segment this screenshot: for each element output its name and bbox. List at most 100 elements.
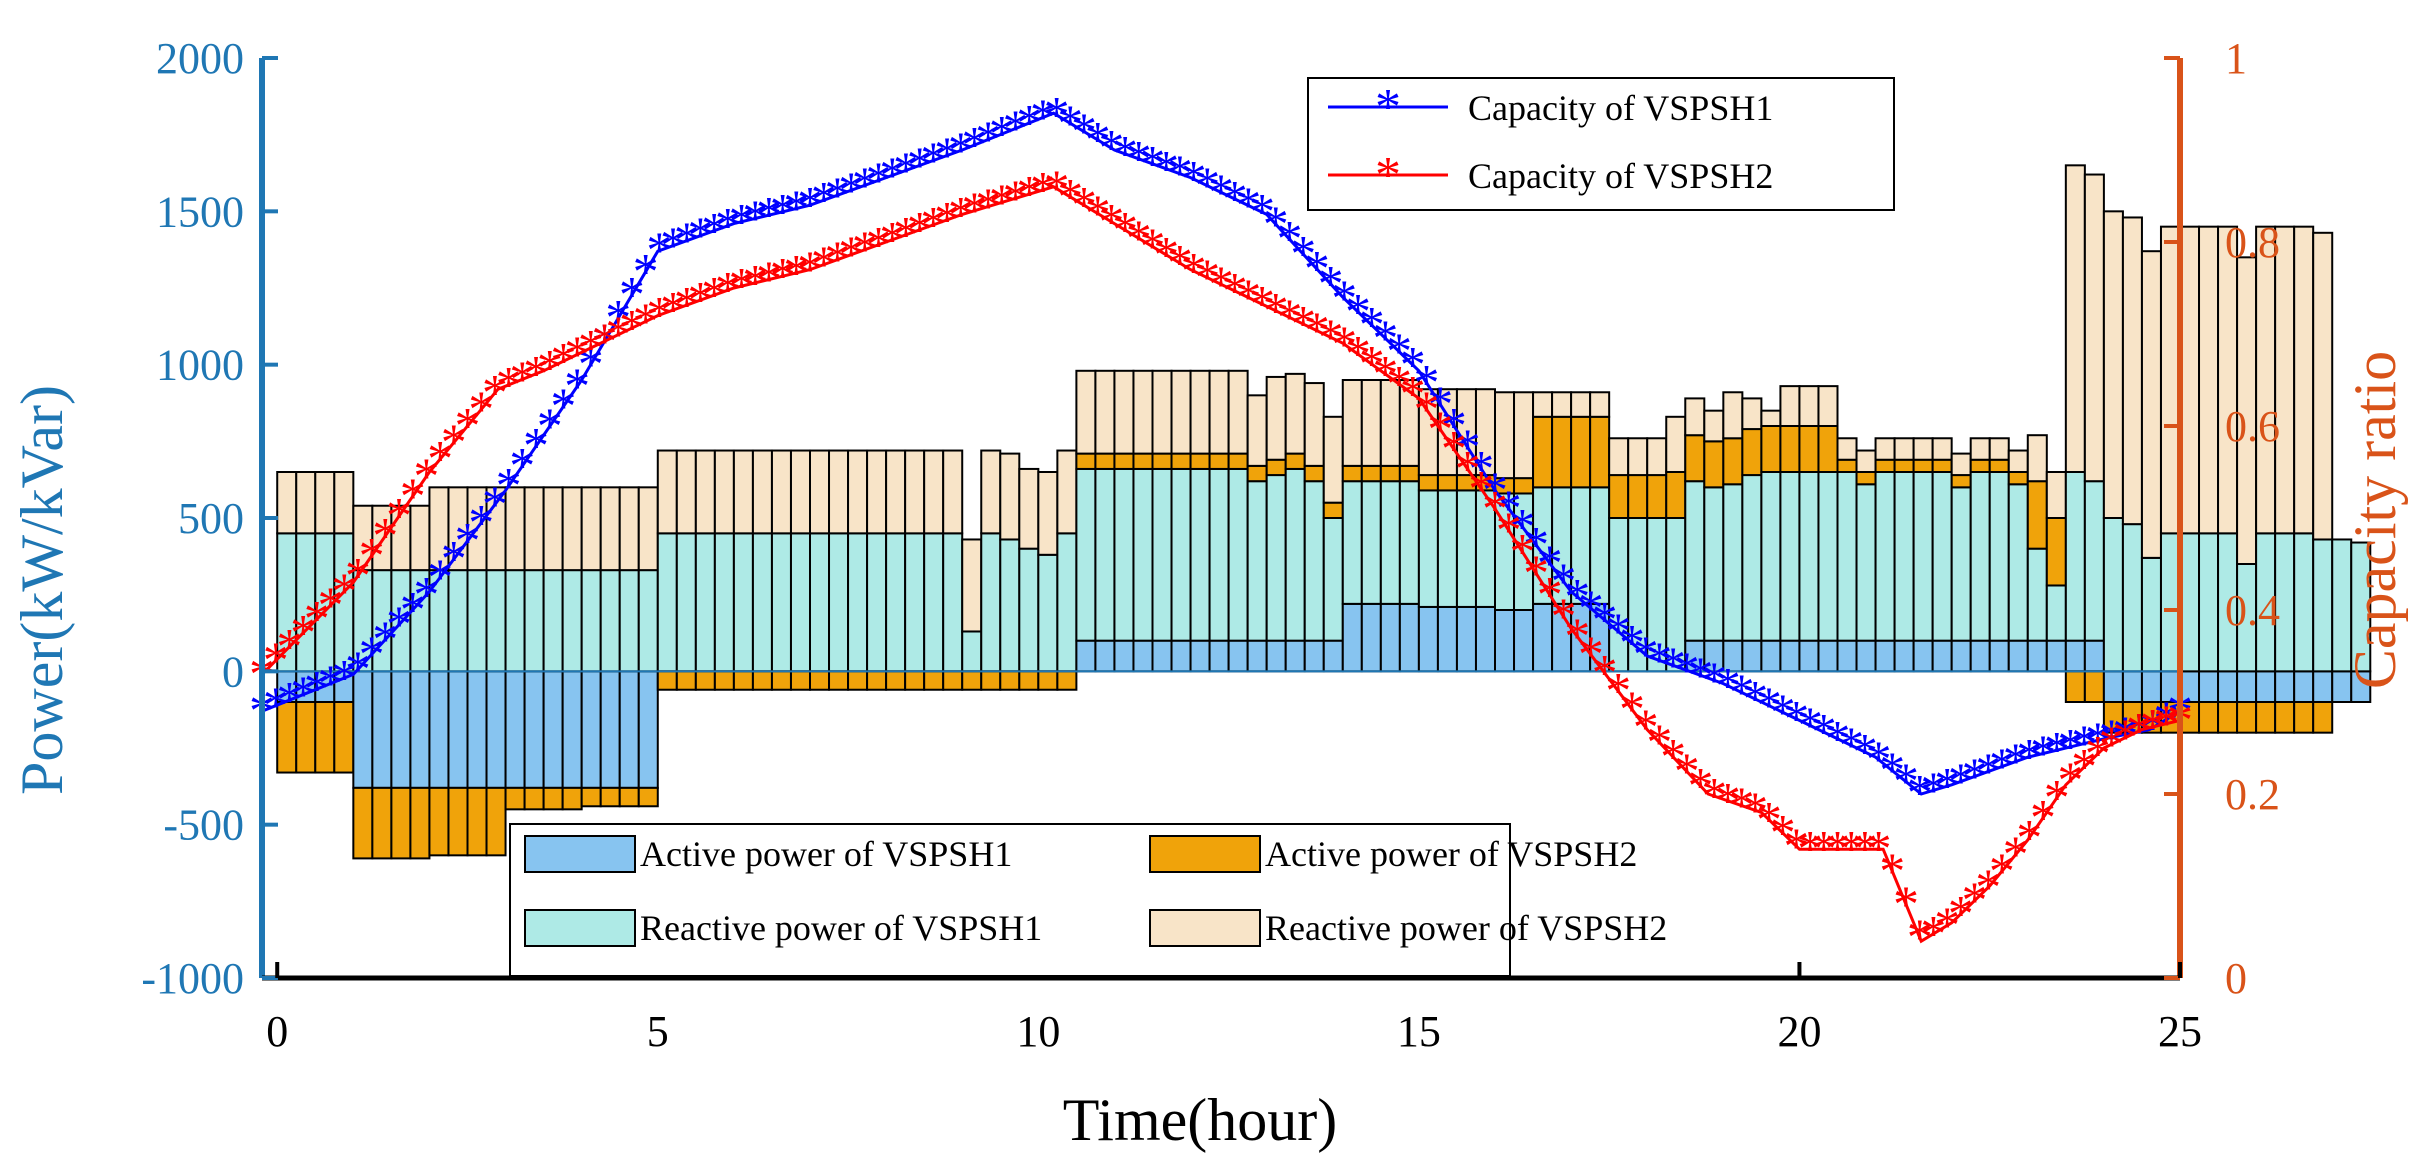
bar-segment-1 <box>1303 480 1325 642</box>
bar-segment-2 <box>2045 517 2067 587</box>
bar-segment-3 <box>713 449 735 535</box>
legend-swatch-reactive1 <box>524 909 636 947</box>
capacity-marker-1: * <box>1057 95 1083 152</box>
bar-segment-1 <box>847 532 869 673</box>
bar-segment-1 <box>1436 489 1458 608</box>
bar-segment-1 <box>828 532 850 673</box>
bar-segment-1 <box>1760 471 1782 642</box>
bar-segment-3 <box>2102 210 2124 519</box>
bar-segment-1 <box>1037 553 1059 673</box>
bar-segment-2 <box>1246 464 1268 483</box>
capacity-marker-2: * <box>1427 401 1453 458</box>
capacity-marker-2: * <box>1414 381 1440 438</box>
bar-segment-0 <box>599 670 621 789</box>
capacity-marker-1: * <box>1729 664 1755 721</box>
legend-marker-2: * <box>1375 147 1401 204</box>
capacity-marker-1: * <box>427 549 453 606</box>
bar-segment-2 <box>2274 701 2296 734</box>
capacity-marker-2: * <box>400 468 426 525</box>
bar-segment-2 <box>561 786 583 811</box>
bar-segment-3 <box>1322 415 1344 504</box>
capacity-marker-2: * <box>441 415 467 472</box>
bar-segment-0 <box>1360 602 1382 673</box>
bar-segment-2 <box>923 670 945 691</box>
bar-segment-1 <box>2102 517 2124 673</box>
capacity-marker-1: * <box>1523 517 1549 574</box>
bar-segment-2 <box>447 786 469 857</box>
capacity-marker-1: * <box>2071 716 2097 773</box>
bar-segment-0 <box>428 670 450 789</box>
capacity-marker-1: * <box>1071 104 1097 161</box>
bar-segment-0 <box>1436 605 1458 673</box>
capacity-marker-1: * <box>1934 758 1960 815</box>
bar-segment-2 <box>1589 415 1611 489</box>
capacity-marker-2: * <box>2140 699 2166 756</box>
capacity-marker-2: * <box>1879 843 1905 900</box>
bar-segment-3 <box>1779 385 1801 427</box>
bar-segment-3 <box>2293 225 2315 535</box>
capacity-marker-2: * <box>1290 296 1316 353</box>
capacity-marker-1: * <box>1414 355 1440 412</box>
capacity-marker-1: * <box>1962 749 1988 806</box>
capacity-marker-2: * <box>1235 270 1261 327</box>
capacity-marker-2: * <box>838 227 864 284</box>
bar-segment-3 <box>1551 391 1573 418</box>
bar-segment-0 <box>1950 639 1972 673</box>
bar-segment-0 <box>2274 670 2296 703</box>
bar-segment-3 <box>1075 369 1097 455</box>
bar-segment-0 <box>1474 605 1496 673</box>
bar-segment-0 <box>1094 639 1116 673</box>
capacity-marker-2: * <box>907 202 933 259</box>
capacity-marker-2: * <box>359 528 385 585</box>
capacity-marker-2: * <box>852 222 878 279</box>
right-y-tick-label: 0.8 <box>2225 218 2280 267</box>
capacity-marker-1: * <box>1646 632 1672 689</box>
bar-segment-2 <box>1760 425 1782 473</box>
capacity-marker-2: * <box>318 577 344 634</box>
bar-segment-1 <box>1398 480 1420 605</box>
bar-segment-2 <box>1874 458 1896 474</box>
bar-segment-0 <box>1379 602 1401 673</box>
capacity-marker-2: * <box>1249 276 1275 333</box>
bar-segment-3 <box>1018 467 1040 550</box>
bar-segment-1 <box>1379 480 1401 605</box>
capacity-marker-1: * <box>2057 719 2083 776</box>
capacity-line-2 <box>260 185 2181 944</box>
bar-segment-0 <box>1931 639 1953 673</box>
bar-segment-3 <box>1931 437 1953 461</box>
capacity-marker-1: * <box>1030 89 1056 146</box>
capacity-marker-1: * <box>811 172 837 229</box>
bar-segment-3 <box>809 449 831 535</box>
x-axis-label: Time(hour) <box>1063 1087 1337 1153</box>
capacity-marker-2: * <box>1509 524 1535 581</box>
bar-segment-0 <box>1113 639 1135 673</box>
capacity-marker-2: * <box>1619 681 1645 738</box>
bar-segment-2 <box>1779 425 1801 473</box>
bar-segment-0 <box>542 670 564 789</box>
legend-label-active2: Active power of VSPSH2 <box>1265 834 1637 874</box>
capacity-marker-1: * <box>1208 164 1234 221</box>
bar-segment-2 <box>1075 452 1097 470</box>
capacity-marker-1: * <box>1742 671 1768 728</box>
bar-segment-1 <box>980 532 1002 673</box>
x-tick-label: 0 <box>266 1007 288 1056</box>
bar-segment-3 <box>980 449 1002 535</box>
bar-segment-3 <box>637 486 659 572</box>
capacity-marker-2: * <box>948 187 974 244</box>
bar-segment-1 <box>1265 474 1287 642</box>
capacity-marker-2: * <box>1646 714 1672 771</box>
legend-marker-1: * <box>1375 79 1401 136</box>
legend-swatch-active1 <box>524 835 636 873</box>
capacity-marker-2: * <box>1030 162 1056 219</box>
capacity-marker-2: * <box>2153 696 2179 753</box>
bar-segment-3 <box>523 486 545 572</box>
bar-segment-1 <box>466 569 488 673</box>
capacity-marker-1: * <box>879 147 905 204</box>
bar-segment-3 <box>1189 369 1211 455</box>
bar-segment-2 <box>371 786 393 860</box>
bar-segment-3 <box>1684 397 1706 437</box>
capacity-marker-2: * <box>1523 545 1549 602</box>
capacity-marker-1: * <box>1140 136 1166 193</box>
capacity-marker-2: * <box>290 605 316 662</box>
bar-segment-2 <box>1798 425 1820 473</box>
